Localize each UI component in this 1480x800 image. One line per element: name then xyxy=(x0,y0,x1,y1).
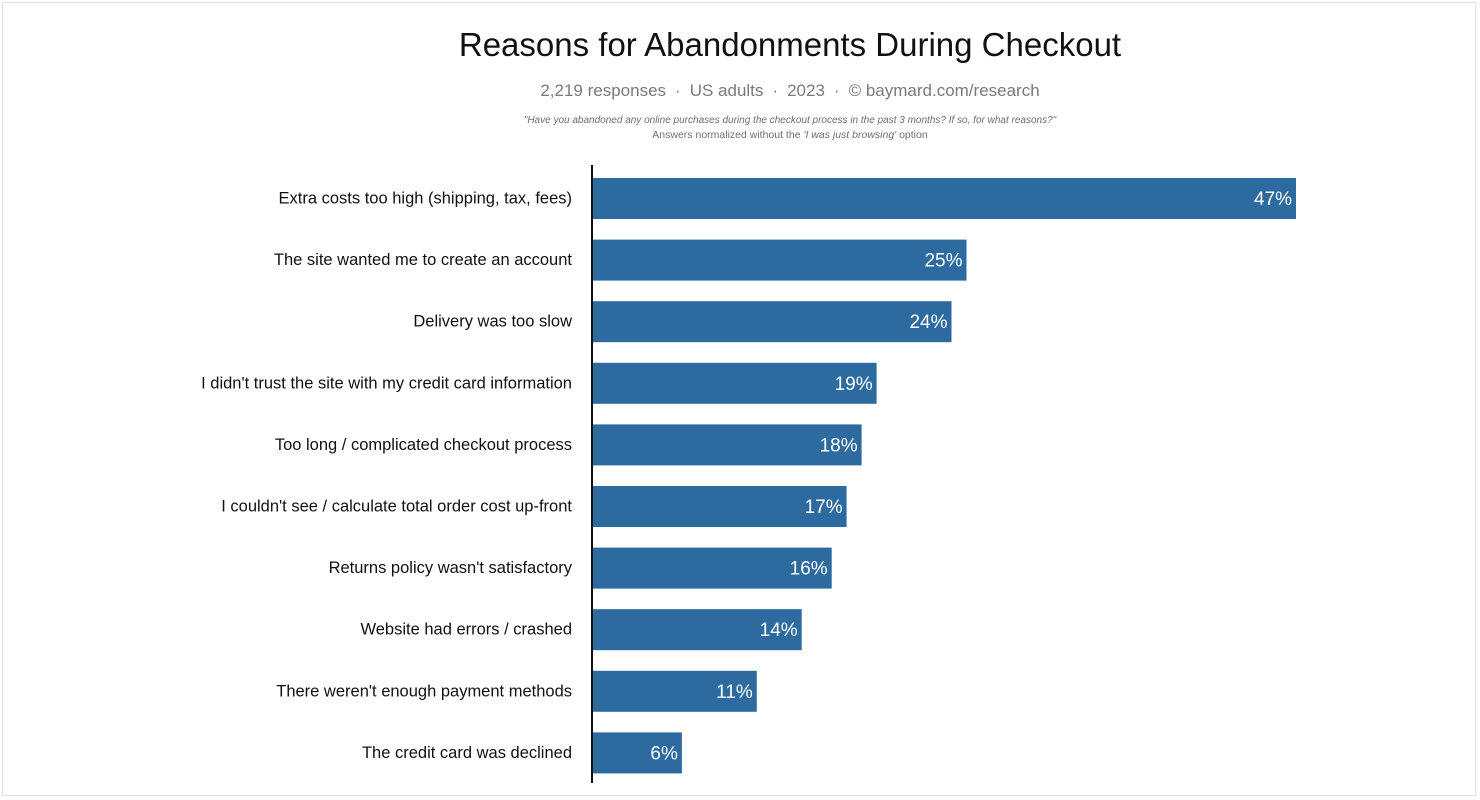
separator-dot: · xyxy=(833,81,840,100)
chart-title: Reasons for Abandonments During Checkout xyxy=(458,26,1122,63)
source-label: © baymard.com/research xyxy=(848,81,1040,100)
category-label: Delivery was too slow xyxy=(413,313,572,331)
value-label: 19% xyxy=(835,374,873,395)
bar xyxy=(592,609,802,651)
bar xyxy=(592,670,757,712)
category-label: I didn't trust the site with my credit c… xyxy=(201,374,572,392)
category-label: I couldn't see / calculate total order c… xyxy=(221,498,572,516)
category-label: The site wanted me to create an account xyxy=(274,251,573,269)
bar xyxy=(592,547,832,589)
category-label: Extra costs too high (shipping, tax, fee… xyxy=(279,190,572,208)
value-label: 14% xyxy=(760,620,798,641)
value-label: 24% xyxy=(909,312,947,333)
survey-question: "Have you abandoned any online purchases… xyxy=(523,115,1057,126)
year-label: 2023 xyxy=(787,81,825,100)
note-prefix: Answers normalized without the xyxy=(652,129,804,141)
value-label: 47% xyxy=(1254,189,1292,210)
bar xyxy=(592,239,967,281)
separator-dot: · xyxy=(772,81,779,100)
value-label: 17% xyxy=(805,497,843,518)
chart-subtitle: 2,219 responses · US adults · 2023 · © baymard… xyxy=(0,81,1480,101)
bar xyxy=(592,178,1296,219)
bar xyxy=(592,732,682,774)
bar xyxy=(592,362,877,404)
value-label: 16% xyxy=(790,559,828,580)
value-label: 6% xyxy=(650,743,678,764)
category-label: There weren't enough payment methods xyxy=(276,682,572,700)
population-label: US adults xyxy=(689,81,764,100)
bar xyxy=(592,486,847,527)
bar xyxy=(592,301,952,343)
separator-dot: · xyxy=(675,81,681,100)
value-label: 18% xyxy=(820,435,858,456)
note-suffix: option xyxy=(896,129,928,141)
category-label: Website had errors / crashed xyxy=(360,621,572,639)
normalization-note: Answers normalized without the 'I was ju… xyxy=(0,129,1480,141)
note-option: 'I was just browsing' xyxy=(803,129,897,141)
responses-count: 2,219 responses xyxy=(540,81,667,100)
bar xyxy=(592,424,862,466)
value-label: 25% xyxy=(924,251,962,272)
category-label: Too long / complicated checkout process xyxy=(275,436,572,454)
value-label: 11% xyxy=(716,682,753,703)
category-label: Returns policy wasn't satisfactory xyxy=(329,559,573,577)
category-label: The credit card was declined xyxy=(362,744,572,762)
